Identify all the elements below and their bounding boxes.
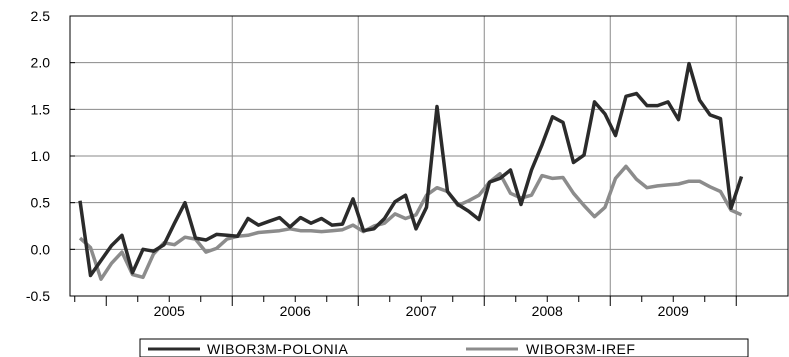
x-tick-label: 2007 bbox=[406, 303, 437, 319]
x-tick-label: 2006 bbox=[280, 303, 311, 319]
series-line-wibor3m-polonia bbox=[78, 61, 744, 278]
legend-frame bbox=[139, 338, 749, 357]
legend-label-wibor3m-iref: WIBOR3M-IREF bbox=[526, 341, 635, 357]
series-line-wibor3m-iref bbox=[78, 164, 743, 281]
y-tick-label: 1.5 bbox=[31, 101, 51, 117]
x-tick-label: 2009 bbox=[658, 303, 689, 319]
y-tick-label: 1.0 bbox=[31, 148, 51, 164]
y-tick-label: 2.5 bbox=[31, 8, 51, 24]
y-tick-label: 2.0 bbox=[31, 55, 51, 71]
y-tick-label: 0.5 bbox=[31, 195, 51, 211]
y-axis: -0.5 0.0 0.5 1.0 1.5 2.0 2.5 bbox=[26, 8, 75, 304]
legend: WIBOR3M-POLONIA WIBOR3M-IREF bbox=[139, 338, 749, 357]
y-tick-label: 0.0 bbox=[31, 241, 51, 257]
x-tick-label: 2008 bbox=[532, 303, 563, 319]
x-axis: 2005 2006 2007 2008 2009 bbox=[74, 296, 737, 319]
series-lines bbox=[78, 61, 744, 281]
x-tick-label: 2005 bbox=[154, 303, 185, 319]
gridlines bbox=[70, 16, 788, 296]
legend-label-wibor3m-polonia: WIBOR3M-POLONIA bbox=[207, 341, 348, 357]
y-tick-label: -0.5 bbox=[26, 288, 50, 304]
